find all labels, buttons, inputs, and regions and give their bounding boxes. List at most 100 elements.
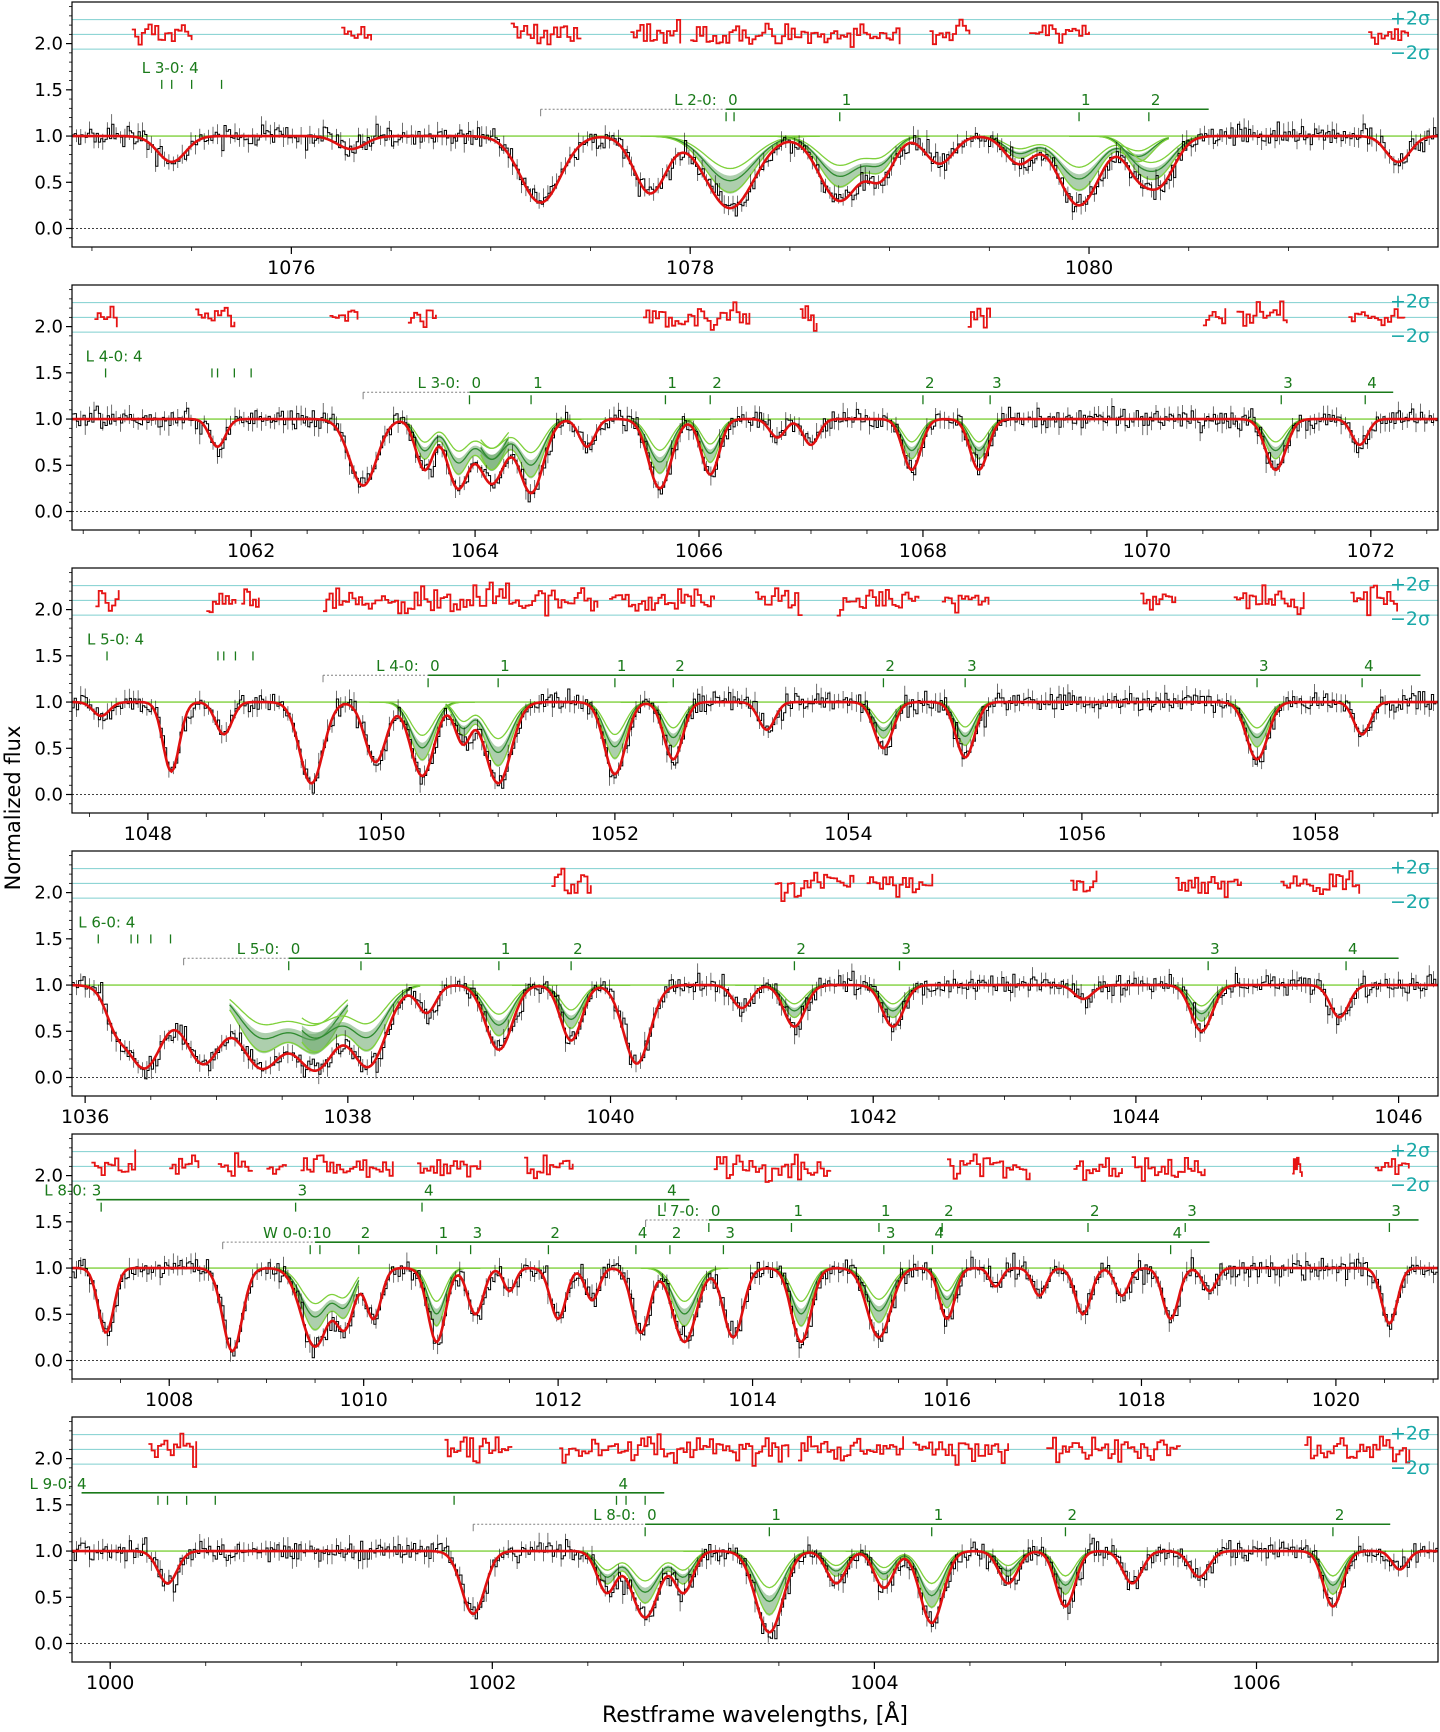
component-profile [1142,984,1261,1007]
x-tick-label: 1008 [145,1389,193,1411]
component-fill [928,419,1030,460]
component-fill [620,702,726,748]
component-profile [830,701,936,724]
residual-segment [643,301,751,331]
component-profile [989,137,1170,191]
x-tick-label: 1002 [468,1672,516,1694]
component-fill [833,985,952,1019]
line-system: L 4-0: 0 1 1 2 2 3 3 4 [322,657,1421,688]
component-fill [392,1268,481,1328]
y-tick-label: 1.0 [34,692,63,713]
component-profile [830,701,936,732]
component-profile [928,418,1030,443]
transition-label: 0 [291,940,301,958]
residual-segment [407,309,437,328]
axes-frame [71,1416,1439,1663]
line-system: L 9-0: 4 4 [30,1475,665,1505]
residual-segment [195,306,236,328]
component-fill [512,985,631,1030]
residual-segment [341,26,372,41]
sigma-minus-label: −2σ [1390,1457,1430,1479]
transition-label: 1 [533,374,543,392]
transition-label: 1 [793,1202,803,1220]
transition-label: 3 [1283,374,1293,392]
transition-label: 3 [473,1224,483,1242]
x-tick-label: 1012 [534,1389,582,1411]
component-profile [989,136,1169,168]
residual-segment [774,871,855,902]
residual-segment [241,588,260,608]
x-tick-label: 1070 [1123,540,1171,562]
transition-label: 2 [712,374,722,392]
component-profile [301,985,421,1053]
component-profile [439,984,558,1026]
system-label: L 4-0: 4 [86,347,143,365]
residual-segment [941,594,990,614]
plot-area [72,18,1438,229]
component-profile [833,984,952,1012]
residual-segment [866,873,934,898]
component-profile [989,137,1170,180]
transition-label: 0 [728,91,738,109]
residual-segment [559,1433,790,1467]
residual-segment [1046,1436,1181,1464]
transition-label: 1 [1081,91,1091,109]
y-axis-label: Normalized flux [1,726,25,891]
transition-label: 1 [842,91,852,109]
panel-5: +2σ−2σL 8-0: 3 3 4 4L 7-0: 0 1 1 2 2 3 3W 0-0: 1 0 2 1… [34,1133,1439,1411]
transition-label: 2 [550,1224,560,1242]
component-profile [903,1267,991,1301]
residual-segment [1070,870,1098,893]
panel-6: +2σ −2σ L 9-0: 4 4 L 8-0: 0 1 1 2 2 0.0 0.5 1.0 1.5 2.… [30,1416,1439,1694]
component-fill [301,985,421,1054]
component-profile [480,418,582,466]
transition-label: 1 [667,374,677,392]
transition-label: 0 [711,1202,721,1220]
transition-label: 2 [361,1224,371,1242]
residual-segment [1292,1156,1303,1177]
transition-label: 0 [647,1506,657,1524]
sigma-plus-label: +2σ [1390,1140,1430,1162]
residual-segment [148,1432,198,1468]
component-fill [271,1268,359,1332]
system-label: L 5-0: [237,940,280,958]
x-tick-label: 1014 [728,1389,776,1411]
transition-label: 3 [1187,1202,1197,1220]
sigma-plus-label: +2σ [1390,574,1430,596]
transition-label: 2 [885,657,895,675]
residual-segment [510,22,582,46]
transition-label: 2 [1090,1202,1100,1220]
transition-label: 2 [672,1224,682,1242]
residual-segment [798,1435,904,1462]
component-profile [480,418,582,454]
component-fill [445,702,551,768]
transition-label: 3 [298,1182,308,1200]
component-fill [903,1268,991,1309]
transition-label: 1 [771,1506,781,1524]
x-tick-label: 1010 [339,1389,387,1411]
x-tick-label: 1068 [899,540,947,562]
residual-segment [609,588,715,612]
component-fill [683,1551,856,1617]
x-tick-label: 1062 [227,540,275,562]
residual-segment [417,1159,482,1178]
transition-label: 3 [967,657,977,675]
sigma-minus-label: −2σ [1390,325,1430,347]
residual-segment [912,1441,1009,1466]
y-tick-label: 0.5 [34,1587,63,1608]
residual-segment [929,18,971,46]
y-tick-label: 0.0 [34,502,63,523]
data-errorbars [72,683,1438,793]
y-tick-label: 0.5 [34,738,63,759]
transition-label: 4 [1364,657,1374,675]
residual-segment [799,305,818,332]
component-fill [439,985,558,1037]
x-tick-label: 1016 [923,1389,971,1411]
line-system: L 2-0: 0 1 1 2 [540,91,1209,122]
y-tick-label: 0.5 [34,172,63,193]
component-fill [861,419,963,460]
x-tick-label: 1052 [591,823,639,845]
panels-group: +2σ−2σL 3-0: 4L 2-0: 0 1 1 20.00.51.01.52.01… [30,1,1439,1694]
